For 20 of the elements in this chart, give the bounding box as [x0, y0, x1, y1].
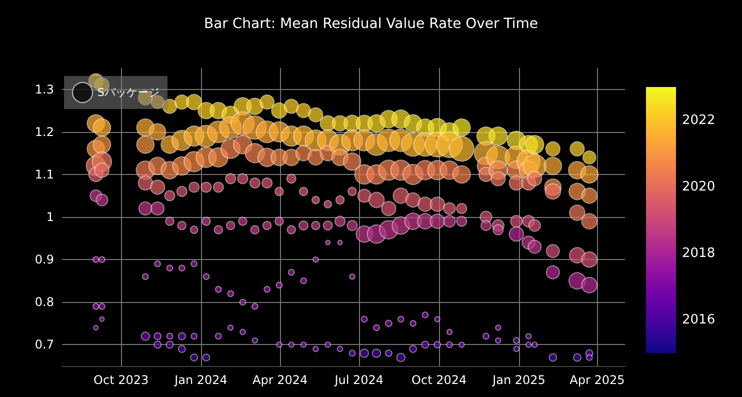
x-tick-label: Jul 2024	[334, 373, 384, 387]
x-tick-label: Jan 2025	[492, 373, 546, 387]
color-bar-label: 2016	[682, 312, 716, 328]
legend-label: Sパッケージ	[98, 86, 160, 99]
y-tick-label: 1.3	[34, 82, 54, 96]
chart-title: Bar Chart: Mean Residual Value Rate Over Time	[204, 16, 538, 32]
y-tick-label: 0.7	[34, 338, 54, 352]
y-tick-label: 1.1	[34, 167, 54, 182]
y-tick-label: 1	[46, 210, 54, 224]
y-tick-label: 1.2	[34, 124, 54, 139]
x-tick-label: Apr 2024	[252, 373, 308, 387]
x-tick-label: Oct 2024	[412, 373, 467, 387]
y-tick-label: 0.9	[34, 252, 54, 267]
color-bar-label: 2020	[682, 179, 716, 194]
y-tick-label: 0.8	[34, 295, 54, 310]
color-bar-label: 2022	[682, 112, 716, 128]
x-tick-label: Oct 2023	[94, 373, 149, 387]
x-tick-label: Apr 2025	[570, 373, 625, 387]
color-bar-label: 2018	[682, 246, 716, 261]
x-tick-label: Jan 2024	[174, 373, 228, 387]
